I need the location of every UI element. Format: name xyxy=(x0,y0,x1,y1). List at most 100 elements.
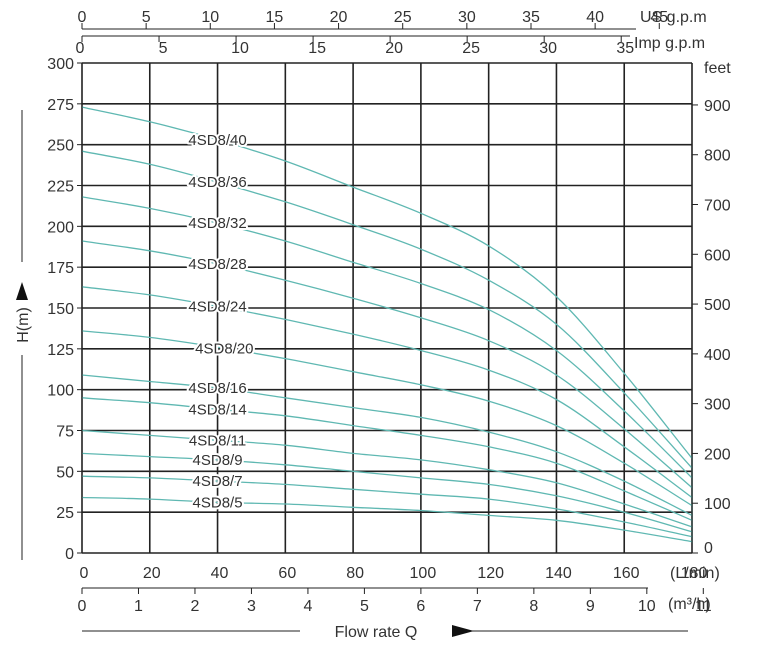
curves xyxy=(81,106,693,544)
m3h-tick-label: 5 xyxy=(360,598,369,615)
curve-4sd8-9 xyxy=(81,452,693,533)
m3h-tick-label: 1 xyxy=(134,598,143,615)
curve-4sd8-20 xyxy=(81,330,693,507)
feet-tick-label: 800 xyxy=(704,148,731,165)
m3h-tick-label: 8 xyxy=(529,598,538,615)
curve-4sd8-16 xyxy=(81,374,693,516)
usgpm-tick-label: 15 xyxy=(266,9,284,26)
impgpm-tick-label: 35 xyxy=(616,40,634,57)
feet-tick-label: 900 xyxy=(704,98,731,115)
usgpm-tick-label: 25 xyxy=(394,9,412,26)
usgpm-tick-label: 40 xyxy=(586,9,604,26)
x-tick-label: 160 xyxy=(613,565,640,582)
impgpm-tick-label: 15 xyxy=(308,40,326,57)
curve-label-4sd8-7: 4SD8/7 xyxy=(193,473,243,490)
curve-label-4sd8-40: 4SD8/40 xyxy=(188,132,246,149)
y-tick-label: 75 xyxy=(56,424,74,441)
usgpm-axis-unit: US g.p.m xyxy=(640,9,707,26)
curve-label-4sd8-14: 4SD8/14 xyxy=(188,401,246,418)
y-tick-label: 175 xyxy=(47,260,74,277)
curve-4sd8-40 xyxy=(81,106,693,459)
curve-4sd8-24 xyxy=(81,286,693,499)
feet-tick-label: 600 xyxy=(704,247,731,264)
y-tick-label: 225 xyxy=(47,179,74,196)
y-tick-label: 150 xyxy=(47,301,74,318)
xlabel-arrow xyxy=(452,625,474,637)
curve-label-4sd8-5: 4SD8/5 xyxy=(193,494,243,511)
impgpm-tick-label: 20 xyxy=(385,40,403,57)
m3h-tick-label: 9 xyxy=(586,598,595,615)
curve-label-4sd8-20: 4SD8/20 xyxy=(195,340,253,357)
m3h-tick-label: 4 xyxy=(303,598,312,615)
curve-4sd8-28 xyxy=(81,240,693,489)
feet-tick-label: 500 xyxy=(704,297,731,314)
y-tick-label: 100 xyxy=(47,383,74,400)
curve-labels: 4SD8/40 4SD8/36 4SD8/32 4SD8/28 4SD8/24 4SD8/… xyxy=(186,130,255,514)
usgpm-tick-label: 5 xyxy=(142,9,151,26)
impgpm-tick-label: 25 xyxy=(462,40,480,57)
usgpm-tick-label: 20 xyxy=(330,9,348,26)
x-tick-label: 0 xyxy=(80,565,89,582)
feet-axis-unit: feet xyxy=(704,60,731,77)
x-tick-label: 20 xyxy=(143,565,161,582)
impgpm-tick-label: 10 xyxy=(231,40,249,57)
y-tick-label: 125 xyxy=(47,342,74,359)
axes: 0255075100125150175200225250275300H(m)fe… xyxy=(15,9,731,641)
feet-tick-label: 0 xyxy=(704,540,713,557)
m3h-axis-unit: (m³/h) xyxy=(668,596,711,613)
curve-4sd8-14 xyxy=(81,397,693,521)
y-axis-label: H(m) xyxy=(15,307,32,343)
y-tick-label: 25 xyxy=(56,505,74,522)
m3h-tick-label: 3 xyxy=(247,598,256,615)
curve-label-4sd8-9: 4SD8/9 xyxy=(193,452,243,469)
x-tick-label: 60 xyxy=(278,565,296,582)
curve-label-4sd8-36: 4SD8/36 xyxy=(188,174,246,191)
curve-label-4sd8-11: 4SD8/11 xyxy=(189,432,246,449)
impgpm-tick-label: 5 xyxy=(159,40,168,57)
y-tick-label: 300 xyxy=(47,56,74,73)
curve-4sd8-32 xyxy=(81,196,693,479)
curve-label-4sd8-24: 4SD8/24 xyxy=(188,298,246,315)
feet-tick-label: 700 xyxy=(704,198,731,215)
m3h-tick-label: 7 xyxy=(473,598,482,615)
x-tick-label: 40 xyxy=(211,565,229,582)
x-axis-unit: (L/min) xyxy=(670,565,720,582)
y-tick-label: 275 xyxy=(47,97,74,114)
curve-label-4sd8-16: 4SD8/16 xyxy=(188,380,246,397)
curve-4sd8-11 xyxy=(81,429,693,528)
y-tick-label: 50 xyxy=(56,464,74,481)
x-tick-label: 100 xyxy=(410,565,437,582)
m3h-tick-label: 10 xyxy=(638,598,656,615)
impgpm-axis-unit: Imp g.p.m xyxy=(634,35,705,52)
feet-tick-label: 200 xyxy=(704,446,731,463)
x-tick-label: 180 xyxy=(681,565,708,582)
usgpm-tick-label: 35 xyxy=(522,9,540,26)
curve-4sd8-36 xyxy=(81,150,693,469)
x-tick-label: 140 xyxy=(545,565,572,582)
feet-tick-label: 400 xyxy=(704,347,731,364)
feet-tick-label: 300 xyxy=(704,397,731,414)
impgpm-tick-label: 0 xyxy=(76,40,85,57)
impgpm-tick-label: 30 xyxy=(539,40,557,57)
usgpm-tick-label: 10 xyxy=(201,9,219,26)
y-tick-label: 0 xyxy=(65,546,74,563)
m3h-tick-label: 6 xyxy=(416,598,425,615)
usgpm-tick-label: 30 xyxy=(458,9,476,26)
ylabel-arrow xyxy=(16,282,28,300)
m3h-tick-label: 11 xyxy=(695,598,712,615)
usgpm-tick-label: 45 xyxy=(650,9,668,26)
x-tick-label: 80 xyxy=(346,565,364,582)
curve-label-4sd8-32: 4SD8/32 xyxy=(188,215,246,232)
y-tick-label: 250 xyxy=(47,138,74,155)
m3h-tick-label: 2 xyxy=(191,598,200,615)
curve-label-4sd8-28: 4SD8/28 xyxy=(188,256,246,273)
m3h-tick-label: 0 xyxy=(78,598,87,615)
x-axis-label: Flow rate Q xyxy=(335,624,418,641)
usgpm-tick-label: 0 xyxy=(78,9,87,26)
curve-4sd8-5 xyxy=(81,496,693,543)
curve-4sd8-7 xyxy=(81,475,693,538)
x-tick-label: 120 xyxy=(477,565,504,582)
feet-tick-label: 100 xyxy=(704,496,731,513)
y-tick-label: 200 xyxy=(47,219,74,236)
